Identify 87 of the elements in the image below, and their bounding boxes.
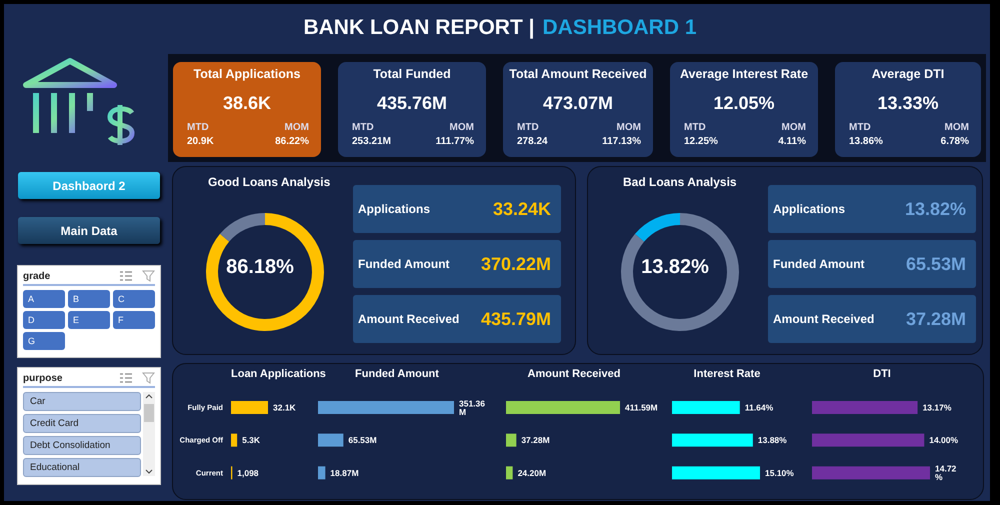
chart-title: Amount Received (528, 368, 620, 380)
text: Amount Received (773, 312, 874, 326)
text: 13.86% (849, 136, 883, 147)
text: Average DTI (872, 67, 944, 81)
data-label: 32.1K (273, 402, 297, 413)
text: E (73, 315, 80, 325)
data-label: 13.17% (922, 402, 952, 413)
data-label: 14.00% (929, 435, 958, 446)
text: grade (23, 270, 50, 282)
chart-title: Funded Amount (355, 368, 439, 380)
text: 278.24 (517, 136, 548, 147)
text: Funded Amount (773, 257, 865, 271)
text: MOM (944, 122, 969, 133)
text: 33.24K (492, 198, 551, 218)
text: 20.9K (187, 136, 214, 147)
text: 13.33% (877, 93, 939, 113)
text: Applications (773, 202, 846, 216)
text: 38.6K (222, 93, 272, 113)
chart-title: Interest Rate (694, 368, 760, 380)
text: Total Funded (373, 67, 451, 81)
text: MTD (352, 122, 374, 133)
text: 117.13% (602, 136, 641, 147)
chart-title: DTI (873, 368, 891, 380)
data-label: 18.87M (330, 468, 359, 478)
data-label: 15.10% (765, 468, 794, 478)
text: Dashbaord 2 (52, 178, 126, 192)
text: 253.21M (352, 136, 391, 147)
text: DASHBOARD 1 (542, 16, 697, 39)
data-label: 411.59M (625, 402, 658, 413)
donut-slice (634, 213, 680, 242)
text: Applications (358, 202, 430, 216)
text: MOM (450, 122, 474, 133)
text: C (118, 294, 124, 304)
text: MTD (684, 122, 706, 133)
text: 37.28M (906, 308, 966, 328)
text: 65.53M (906, 254, 966, 274)
text: 4.11% (778, 136, 806, 147)
text: 12.05% (713, 93, 775, 113)
text: Total Applications (194, 67, 300, 81)
text: F (118, 315, 124, 325)
text: Amount Received (358, 312, 460, 326)
text: B (73, 294, 80, 304)
text: Car (30, 396, 46, 407)
text: G (28, 336, 36, 346)
text: Average Interest Rate (680, 67, 808, 81)
text: BANK LOAN REPORT | (303, 16, 535, 39)
text: D (28, 315, 34, 325)
chart-title: Bad Loans Analysis (623, 175, 737, 189)
text: Main Data (60, 224, 118, 238)
chart-title: Loan Applications (231, 368, 326, 380)
text: MTD (187, 122, 209, 133)
text: 86.22% (275, 136, 309, 147)
text: 473.07M (542, 93, 614, 113)
data-label: 5.3K (242, 435, 261, 446)
chart-title: Good Loans Analysis (208, 175, 330, 189)
data-label: 13.88% (758, 435, 788, 446)
text: MTD (849, 122, 871, 133)
donut-slice (621, 213, 739, 331)
data-label: 37.28M (521, 435, 550, 446)
text: 13.82% (641, 256, 709, 278)
text: Credit Card (30, 418, 79, 429)
text: Total Amount Received (509, 67, 647, 81)
text: 435.76M (376, 93, 448, 113)
text: 370.22M (480, 254, 551, 274)
text: 13.82% (904, 198, 966, 218)
text: Funded Amount (358, 257, 450, 271)
text: 111.77% (436, 136, 474, 147)
text: MOM (284, 122, 309, 133)
donut-slice (220, 213, 265, 242)
donut-slice (206, 213, 324, 331)
text: A (28, 294, 34, 304)
text: MOM (616, 122, 641, 133)
text: Educational (30, 462, 80, 473)
text: 12.25% (684, 136, 718, 147)
data-label: 65.53M (348, 435, 377, 446)
text: purpose (23, 372, 62, 384)
data-label: 14.72 % (935, 464, 957, 482)
data-label: 351.36 M (459, 398, 486, 417)
data-label: 24.20M (518, 468, 546, 478)
text: Debt Consolidation (30, 440, 110, 451)
text: 86.18% (226, 256, 294, 278)
text: MTD (517, 122, 539, 133)
text: 6.78% (940, 136, 969, 147)
text: MOM (782, 122, 806, 133)
data-label: 1,098 (237, 468, 259, 478)
text: 435.79M (480, 308, 551, 328)
data-label: 11.64% (744, 402, 774, 413)
